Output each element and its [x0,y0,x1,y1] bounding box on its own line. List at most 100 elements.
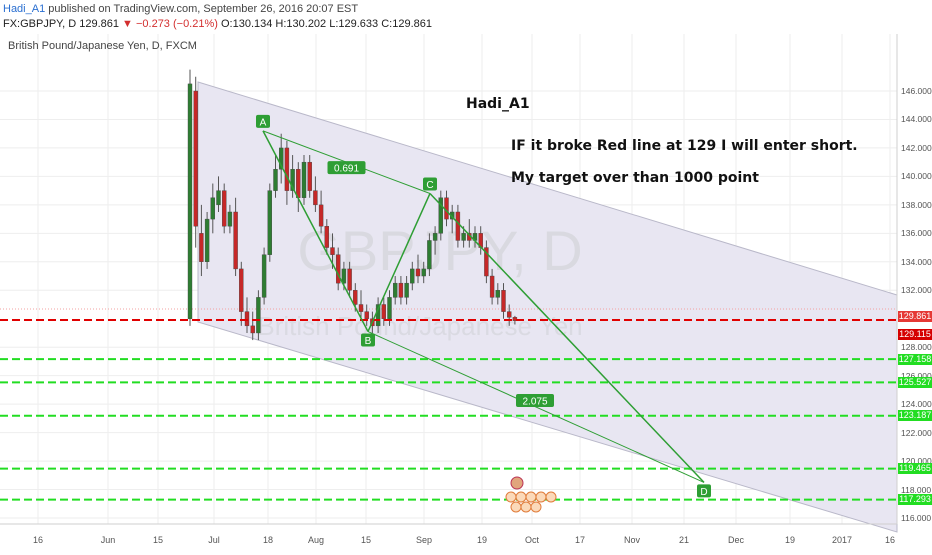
candle [313,176,318,212]
candle-body [501,290,506,312]
candle-body [296,169,301,198]
candle-body [284,147,290,191]
candle [427,233,432,277]
candle-body [187,83,193,319]
candle-body [239,268,244,312]
candle [204,211,210,269]
target-price-tag: 117.293 [898,494,932,506]
candle-body [216,190,221,206]
ratio-bd-label: 2.075 [516,394,554,408]
target-price-tag: 127.158 [898,353,932,365]
price-tick: 138.000 [901,199,932,210]
candle-body [427,240,432,270]
candle-body [432,233,438,241]
target-price-tag: 125.527 [898,376,932,388]
point-label-b-text: B [365,336,372,347]
candle-body [290,169,295,191]
candle-body [461,233,466,241]
point-label-a-text: A [260,117,267,128]
candle-body [221,190,227,227]
candle-body [393,282,398,298]
candle [432,226,438,255]
publish-info: Hadi_A1 published on TradingView.com, Se… [3,3,358,15]
candle-body [507,311,512,318]
candle-body [330,247,335,255]
point-label-d: D [697,484,711,498]
candle [227,204,233,234]
candle [307,155,312,198]
time-tick: Jul [208,535,220,545]
candle [364,304,369,326]
pattern-leg [367,193,431,332]
candle [187,69,193,326]
candle [507,304,512,326]
author-annotation: Hadi_A1 [466,96,530,112]
candle [358,290,364,319]
candle-body [193,90,198,227]
point-label-c-text: C [426,180,433,191]
candle-body [438,197,443,234]
candle-body [489,275,495,298]
time-tick: Dec [727,535,745,545]
target-price-tag: 119.465 [898,463,932,475]
candle-body [404,282,409,298]
candle [244,297,250,333]
event-icons [505,476,557,513]
time-tick: 17 [574,535,586,545]
candle [239,261,244,326]
candle-body [455,211,461,241]
time-tick: 18 [262,535,274,545]
author-link[interactable]: Hadi_A1 [3,3,46,15]
candle-body [250,325,255,334]
candle [336,247,341,291]
abcd-pattern: A B C D 0.691 2.075 [256,114,711,498]
candle [404,276,409,305]
candle [421,261,426,284]
candle-body [381,304,386,319]
candle-body [484,247,489,277]
price-tick: 132.000 [901,285,932,296]
candle-body [279,147,284,170]
price-tick: 126.000 [901,370,932,381]
strategy-text: IF it broke Red line at 129 I will enter… [511,138,858,154]
price-tick: 118.000 [901,484,932,495]
candle-body [495,290,500,298]
candle-body [324,226,329,248]
candle-body [244,311,250,327]
price-tick: 134.000 [901,256,932,267]
candle [233,197,238,277]
candle-body [347,268,352,291]
candle-body [301,161,307,198]
candle [324,219,329,255]
candle [393,276,398,305]
time-tick: 15 [360,535,372,545]
candle [273,155,278,198]
price-tick: 146.000 [901,86,932,96]
candle [199,204,204,277]
candle [301,155,307,205]
candle [210,183,216,234]
price-tick: 124.000 [901,399,932,410]
time-tick: 16 [32,535,44,545]
candle-body [313,190,318,206]
candle [221,183,227,234]
chart-title: British Pound/Japanese Yen, D, FXCM [8,40,197,52]
candle [250,311,255,341]
candle-body [415,268,421,277]
price-tick: 136.000 [901,228,932,239]
candle-body [358,304,364,312]
candle [193,76,198,248]
price-tick: 122.000 [901,427,932,438]
price-tick: 128.000 [901,342,932,353]
candle [489,268,495,305]
candle [495,283,500,305]
time-tick: 15 [152,535,164,545]
point-label-c: C [423,177,437,191]
time-tick: 16 [884,535,896,545]
point-label-a: A [256,114,270,128]
candle-body [204,218,210,263]
chart-canvas[interactable]: GBPJPY, D British Pound/Japanese Yen ABC… [0,34,932,550]
candle-body [307,161,312,191]
price-tick: 120.000 [901,456,932,467]
